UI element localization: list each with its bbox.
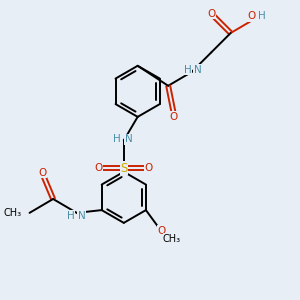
Text: N: N: [194, 65, 202, 75]
Text: H: H: [258, 11, 266, 21]
Text: CH₃: CH₃: [163, 234, 181, 244]
Text: H: H: [184, 65, 192, 75]
Text: H: H: [67, 211, 75, 221]
Text: O: O: [247, 11, 255, 21]
Text: O: O: [145, 163, 153, 173]
Text: H: H: [113, 134, 121, 145]
Text: CH₃: CH₃: [4, 208, 22, 218]
Text: O: O: [38, 168, 46, 178]
Text: N: N: [78, 211, 86, 221]
Text: O: O: [207, 9, 215, 19]
Text: O: O: [169, 112, 178, 122]
Text: N: N: [125, 134, 133, 145]
Text: O: O: [95, 163, 103, 173]
Text: O: O: [157, 226, 165, 236]
Text: S: S: [120, 162, 127, 175]
